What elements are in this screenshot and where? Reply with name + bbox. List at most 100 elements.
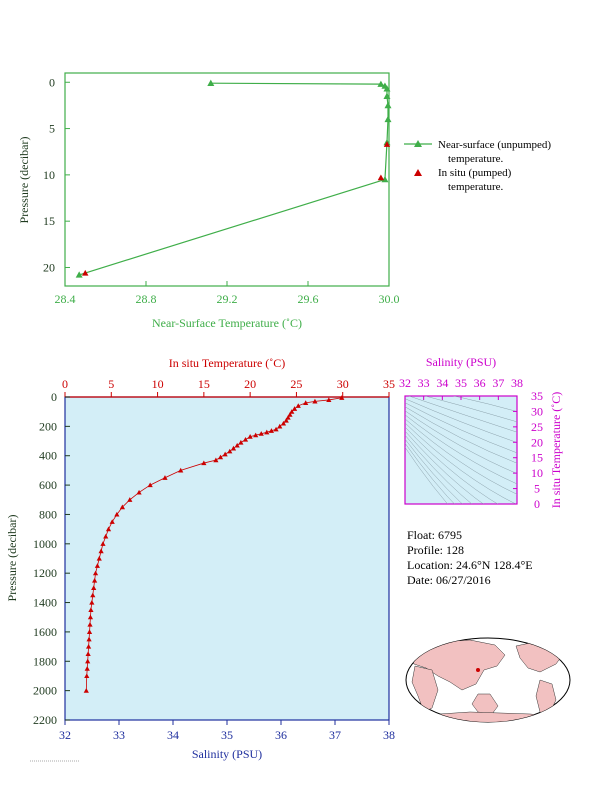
temperature-profile-point	[109, 519, 115, 524]
float-location: Location: 24.6°N 128.4°E	[407, 558, 533, 572]
profile-salinity-tick-label: 33	[113, 728, 125, 742]
temperature-profile-point	[258, 431, 264, 436]
temperature-profile-point	[253, 432, 259, 438]
density-contour	[405, 430, 484, 504]
temperature-profile-point	[89, 599, 95, 605]
profile-series-layer	[83, 395, 345, 693]
temperature-profile-point	[88, 607, 94, 612]
density-contour	[405, 434, 473, 504]
density-contour	[424, 396, 517, 423]
temperature-profile-point	[178, 467, 184, 473]
ts-temperature-tick-label: 0	[534, 497, 540, 511]
ts-x-axis-label: Salinity (PSU)	[426, 355, 496, 369]
temperature-profile-point	[280, 420, 287, 426]
ts-salinity-tick-label: 36	[474, 376, 486, 390]
world-map-icon	[405, 637, 571, 723]
ts-temperature-tick-label: 30	[531, 404, 543, 418]
profile-salinity-tick-label: 34	[167, 728, 179, 742]
temperature-profile-point	[127, 497, 133, 502]
profile-salinity-tick-label: 32	[59, 728, 71, 742]
top-x-axis: 28.4 28.8 29.2 29.6 30.0	[55, 281, 400, 306]
profile-pressure-tick-label: 2200	[33, 713, 57, 727]
temperature-profile-point	[295, 403, 301, 408]
ts-density-contours	[405, 396, 517, 504]
temperature-profile-point	[339, 395, 345, 400]
ts-frame	[404, 395, 518, 505]
legend-label-pumped: In situ (pumped) temperature.	[438, 167, 514, 193]
density-contour	[405, 443, 455, 504]
profile-temp-tick-label: 20	[244, 377, 256, 391]
density-contour	[405, 447, 448, 504]
temperature-profile-point	[84, 666, 90, 671]
temperature-profile-point	[242, 436, 249, 442]
temperature-profile-point	[285, 414, 291, 420]
top-y-tick-label: 0	[49, 75, 55, 89]
temperature-profile-point	[162, 475, 168, 480]
float-number: Float: 6795	[407, 528, 462, 542]
profile-temp-tick-label: 25	[290, 377, 302, 391]
top-x-tick-label: 29.2	[217, 292, 238, 306]
top-x-tick-label: 28.4	[55, 292, 76, 306]
temperature-profile-point	[86, 629, 93, 634]
profile-x-axis-label: Salinity (PSU)	[192, 747, 262, 761]
temperature-profile-point	[277, 423, 283, 429]
top-x-axis-label: Near-Surface Temperature (˚C)	[152, 316, 302, 330]
profile-pressure-tick-label: 600	[39, 478, 57, 492]
temperature-profile-point	[87, 614, 94, 620]
temperature-profile-point	[227, 448, 233, 454]
temperature-profile-point	[234, 442, 240, 448]
temperature-profile-point	[105, 526, 112, 532]
profile-temperature-axis: 0 5 10 15 20 25 30 35	[62, 377, 395, 397]
profile-pressure-tick-label: 1200	[33, 566, 57, 580]
temperature-profile-point	[326, 397, 332, 403]
temperature-profile-point	[222, 451, 228, 457]
temperature-profile-point	[87, 621, 93, 627]
profile-salinity-tick-label: 36	[275, 728, 287, 742]
top-y-tick-label: 20	[43, 260, 55, 274]
temperature-profile-point	[85, 651, 91, 657]
profile-pressure-tick-label: 1400	[33, 596, 57, 610]
profile-pressure-tick-label: 2000	[33, 684, 57, 698]
pumped-point	[377, 174, 385, 181]
temperature-profile-point	[98, 548, 104, 554]
profile-temp-tick-label: 15	[198, 377, 210, 391]
temperature-profile-point	[90, 592, 96, 598]
unpumped-point	[75, 271, 83, 278]
pumped-point	[82, 269, 89, 276]
profile-top-axis-label: In situ Temperature (˚C)	[169, 356, 286, 370]
temperature-profile-point	[83, 688, 89, 693]
temperature-profile-point	[96, 555, 102, 561]
temperature-profile-point	[303, 400, 309, 405]
ts-salinity-axis: 32 33 34 35 36 37 38	[399, 376, 523, 400]
ts-temperature-tick-label: 10	[531, 466, 543, 480]
profile-temp-tick-label: 5	[108, 377, 114, 391]
top-legend: Near-surface (unpumped) temperature. In …	[404, 139, 551, 193]
ts-temperature-tick-label: 20	[531, 435, 543, 449]
profile-salinity-tick-label: 37	[329, 728, 341, 742]
temperature-profile-point	[289, 409, 295, 414]
unpumped-point	[377, 80, 385, 87]
temperature-profile-point	[213, 457, 219, 463]
top-y-tick-label: 5	[49, 122, 55, 136]
density-contour	[405, 410, 517, 474]
temperature-profile-point	[136, 489, 142, 495]
ts-temperature-tick-label: 15	[531, 451, 543, 465]
temperature-profile-point	[283, 417, 289, 423]
temperature-profile-point	[230, 445, 237, 451]
temperature-profile-point	[147, 482, 153, 488]
top-x-tick-label: 30.0	[379, 292, 400, 306]
pumped-point	[383, 141, 391, 147]
ts-salinity-tick-label: 38	[511, 376, 523, 390]
unpumped-point	[383, 92, 391, 99]
profile-pressure-tick-label: 1600	[33, 625, 57, 639]
ts-salinity-tick-label: 35	[455, 376, 467, 390]
temperature-profile-point	[92, 570, 99, 576]
profile-salinity-tick-label: 35	[221, 728, 233, 742]
density-contour	[405, 414, 517, 485]
profile-pressure-tick-label: 1000	[33, 537, 57, 551]
top-y-axis: 0 5 10 15 20	[43, 75, 70, 274]
unpumped-point	[383, 85, 391, 92]
temperature-profile-point	[217, 454, 224, 460]
